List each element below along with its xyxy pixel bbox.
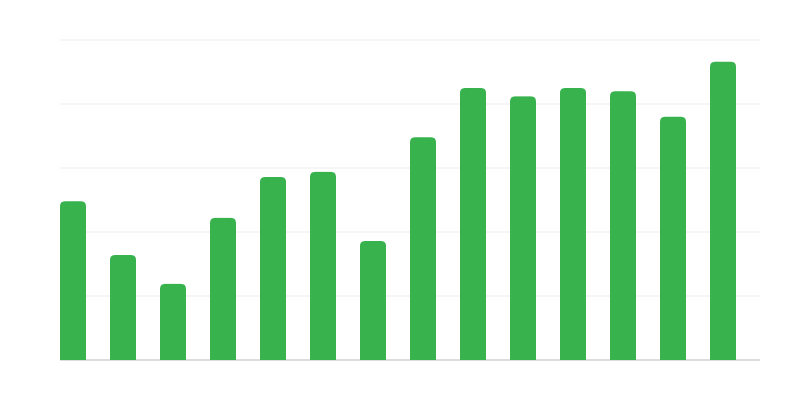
bar [710,61,736,360]
bar [510,96,536,360]
bar [310,171,336,360]
bar [160,283,186,360]
bar [610,91,636,360]
bar [360,240,386,360]
bar [260,176,286,360]
bar [410,137,436,360]
bar [210,217,236,360]
bar [660,116,686,360]
bar [110,255,136,360]
bar [460,88,486,360]
bar [560,88,586,360]
bar [60,201,86,360]
